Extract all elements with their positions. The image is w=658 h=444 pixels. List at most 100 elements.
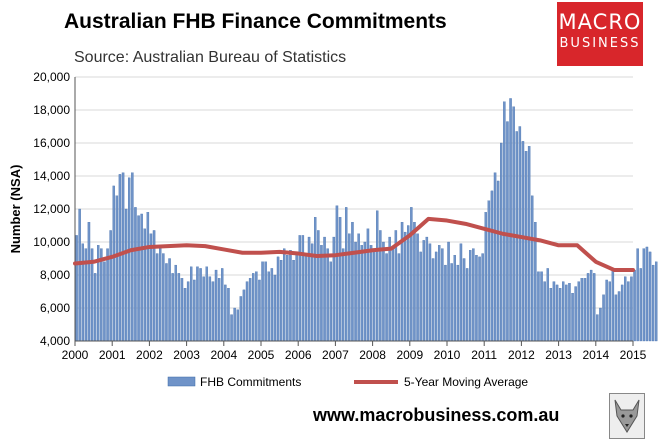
x-tick-label: 2009 [396,348,423,362]
bar [341,248,345,342]
bar [376,210,379,342]
bar [580,278,584,342]
bar [558,288,562,342]
bar [630,276,633,342]
bar [75,235,78,342]
bar [211,281,215,342]
bar [115,195,119,342]
bar [295,255,298,342]
bar [503,101,506,342]
bar [357,233,360,342]
bar [214,269,218,342]
bar [527,146,531,342]
bar [159,245,162,342]
bar [478,256,481,342]
bar [335,205,339,342]
bar [518,126,522,342]
bar [245,281,249,342]
bar [345,207,348,342]
logo-line-2: BUSINESS [559,36,641,51]
bar [388,236,391,342]
bar [596,314,599,342]
bar [543,281,546,342]
bar [493,172,497,342]
x-tick-label: 2014 [582,348,609,362]
bar [221,268,224,342]
bar [360,245,363,342]
bar [484,212,487,342]
bar [258,279,261,342]
bar [196,266,199,342]
bar [314,217,317,342]
bar [413,222,416,342]
bar [190,266,193,342]
bar [128,177,131,342]
bar [81,243,84,342]
bar [605,279,608,342]
bar [645,246,649,342]
chart-title: Australian FHB Finance Commitments [64,10,447,33]
bar [490,190,494,342]
bar [655,261,658,342]
bar [354,241,357,342]
bar [224,284,227,342]
bar [475,255,478,342]
bar [509,98,512,342]
bar [602,294,605,342]
bar [255,271,258,342]
bar [174,264,177,342]
bar [593,273,596,342]
bar [248,278,252,342]
bar [233,307,236,342]
bar [472,248,475,342]
bar [571,292,574,342]
bar [202,276,205,342]
bar [369,245,373,342]
x-tick-label: 2005 [248,348,275,362]
bar [326,248,329,342]
bar [177,273,181,342]
bar [137,215,140,342]
bar [599,307,602,342]
bar [611,269,615,342]
bar [109,230,112,342]
x-tick-label: 2002 [136,348,163,362]
bar [481,253,484,342]
bar [304,253,308,342]
bar [134,207,137,342]
bar [283,248,286,342]
legend-label-commitments: FHB Commitments [200,375,301,389]
bar [264,261,267,342]
bar [512,106,515,342]
x-tick-label: 2010 [434,348,461,362]
bar [636,248,639,342]
bar [608,281,611,342]
bar [239,296,243,342]
bar [168,258,171,342]
y-tick-label: 14,000 [33,169,70,183]
fox-logo-icon [609,393,645,439]
bar [379,230,382,342]
y-tick-label: 12,000 [33,202,70,216]
bar [112,185,115,342]
bar [289,250,292,342]
legend-bar-swatch [167,376,196,387]
bar [453,255,456,342]
bar [444,264,447,342]
bar [323,236,326,342]
bar [549,288,553,342]
bar [217,278,221,342]
bar [620,284,624,342]
x-tick-label: 2001 [99,348,126,362]
bar [633,269,636,342]
x-tick-label: 2006 [285,348,312,362]
bar [236,309,239,342]
bar [419,251,422,342]
bar [450,263,453,342]
bar [651,264,655,342]
bar [385,253,388,342]
bar [422,240,425,342]
y-tick-label: 16,000 [33,136,70,150]
x-tick-label: 2015 [620,348,647,362]
bar [462,258,466,342]
